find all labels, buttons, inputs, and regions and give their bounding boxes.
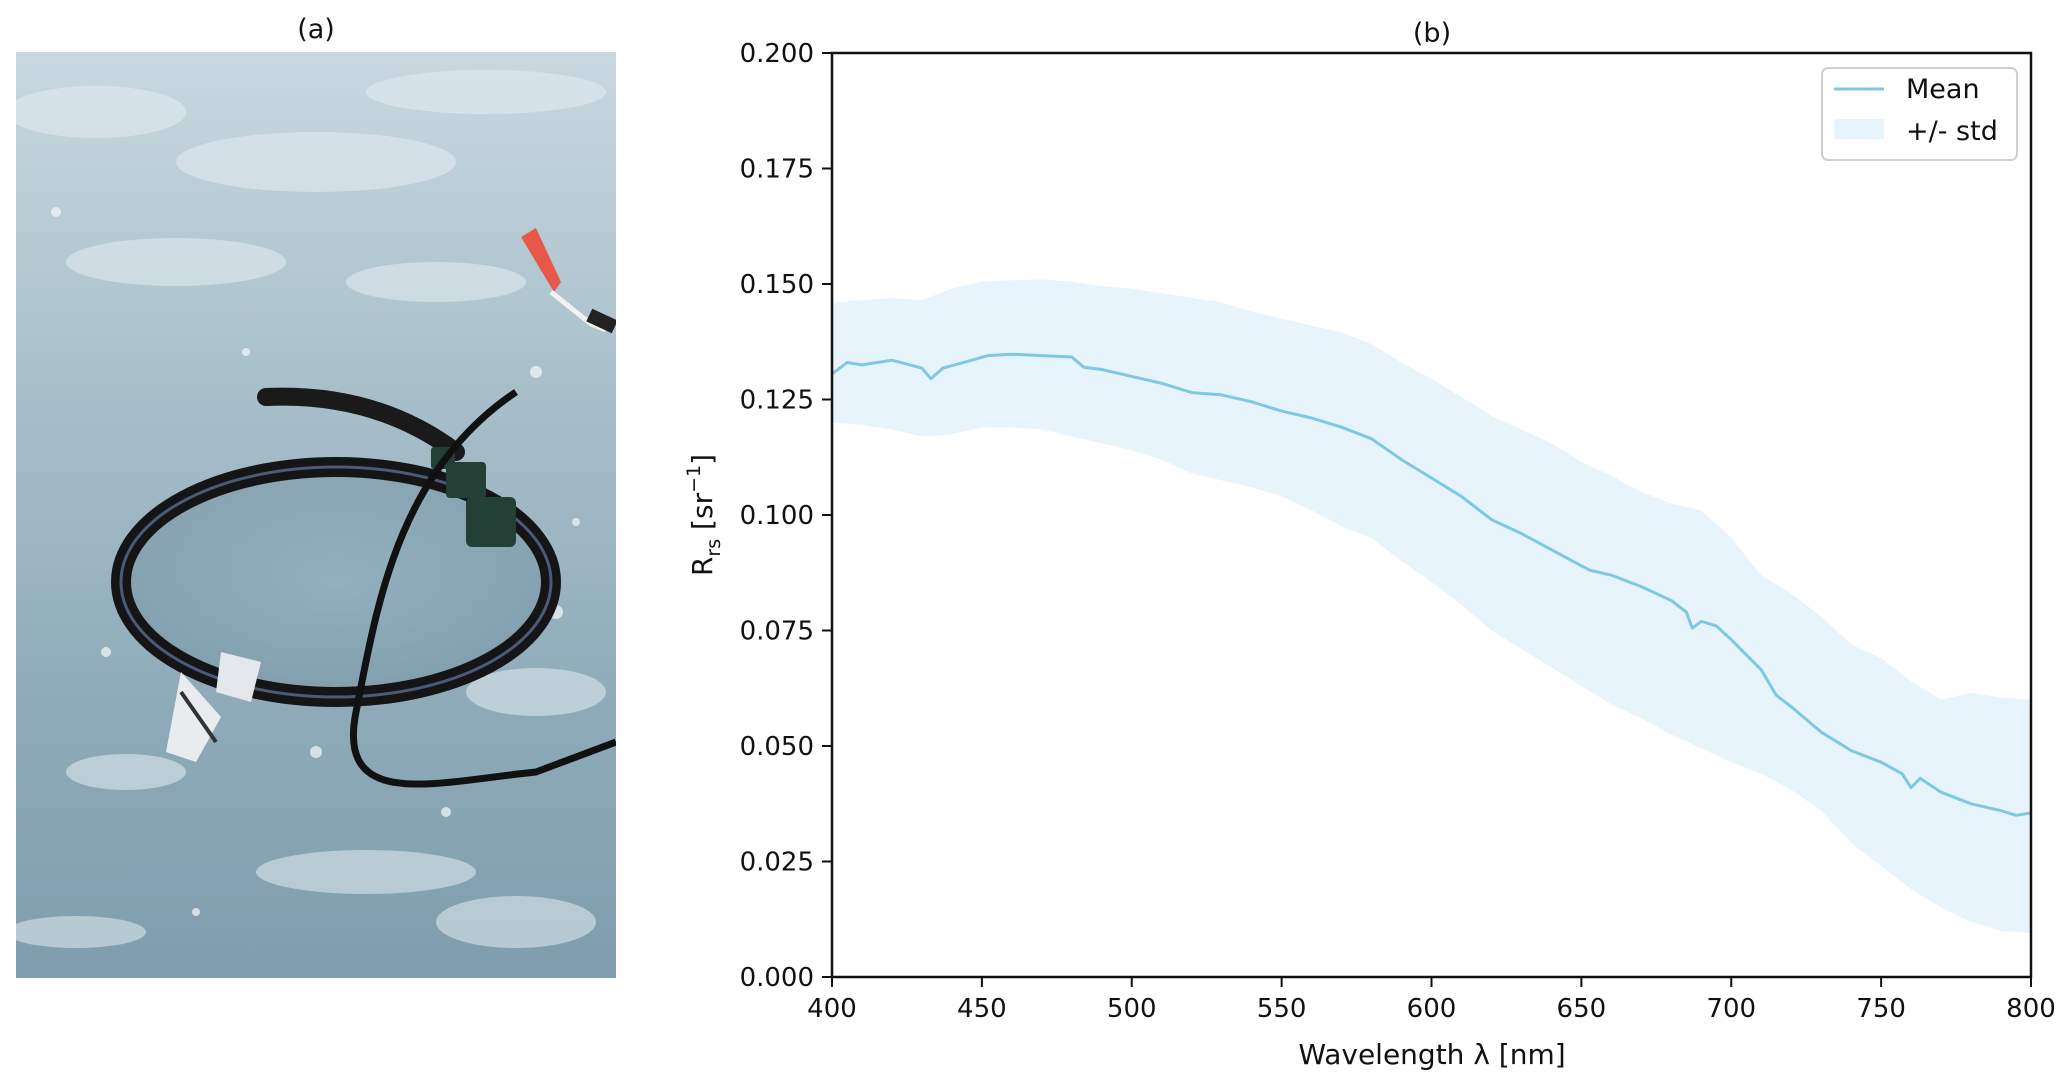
x-ticks: 400 450 500 550 600 650 700 750 800 bbox=[807, 977, 2056, 1024]
y-tick-label: 0.075 bbox=[740, 617, 814, 647]
x-tick-label: 650 bbox=[1557, 994, 1607, 1024]
y-tick-label: 0.050 bbox=[740, 732, 814, 762]
y-axis-label-unit-close: ] bbox=[686, 454, 719, 465]
x-tick-label: 450 bbox=[957, 994, 1007, 1024]
y-tick-label: 0.000 bbox=[740, 963, 814, 993]
x-tick-label: 500 bbox=[1107, 994, 1157, 1024]
y-axis-label: Rrs [sr−1] bbox=[683, 454, 725, 576]
std-band-layer bbox=[832, 279, 2031, 934]
y-axis-label-main: R bbox=[686, 557, 719, 576]
std-band bbox=[832, 279, 2031, 934]
legend-std-label: +/- std bbox=[1906, 116, 1998, 147]
y-axis-label-unit-sup: −1 bbox=[683, 465, 705, 493]
y-axis-label-sub: rs bbox=[703, 539, 725, 557]
y-tick-label: 0.150 bbox=[740, 270, 814, 300]
mean-line bbox=[831, 352, 2032, 817]
y-axis-label-unit-open: [sr bbox=[686, 492, 719, 538]
mean-line-layer bbox=[831, 352, 2032, 817]
chart-title: (b) bbox=[1413, 18, 1451, 49]
x-tick-label: 750 bbox=[1856, 994, 1906, 1024]
x-tick-label: 700 bbox=[1706, 994, 1756, 1024]
y-tick-label: 0.100 bbox=[740, 501, 814, 531]
x-tick-label: 600 bbox=[1407, 994, 1457, 1024]
x-tick-label: 400 bbox=[807, 994, 857, 1024]
y-tick-label: 0.025 bbox=[740, 848, 814, 878]
legend: Mean +/- std bbox=[1821, 67, 2018, 161]
sea-ice-photo bbox=[16, 52, 616, 978]
panel-a-label: (a) bbox=[297, 14, 335, 45]
red-flag bbox=[521, 228, 616, 334]
y-tick-label: 0.125 bbox=[740, 386, 814, 416]
legend-std-swatch bbox=[1834, 119, 1884, 139]
x-axis-label: Wavelength λ [nm] bbox=[1298, 1038, 1565, 1071]
y-tick-label: 0.200 bbox=[740, 39, 814, 69]
y-ticks: 0.000 0.025 0.050 0.075 0.100 0.125 0.150 0.175… bbox=[740, 39, 832, 993]
legend-mean-label: Mean bbox=[1906, 74, 1980, 105]
sea-ice-photo-illustration bbox=[16, 52, 616, 978]
x-tick-label: 800 bbox=[2006, 994, 2056, 1024]
x-tick-label: 550 bbox=[1257, 994, 1307, 1024]
y-tick-label: 0.175 bbox=[740, 155, 814, 185]
